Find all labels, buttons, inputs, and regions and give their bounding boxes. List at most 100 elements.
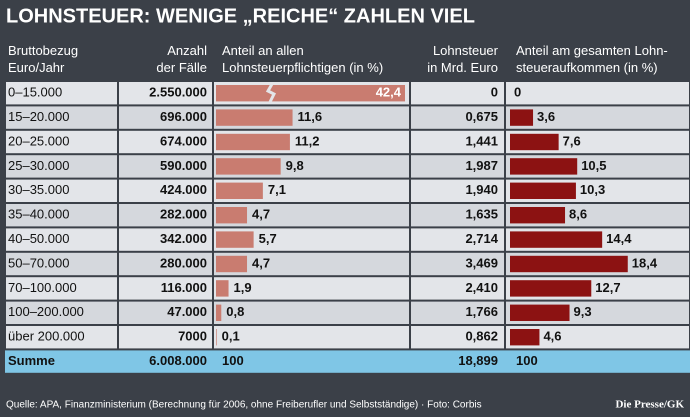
tax: 2,714 — [465, 231, 498, 246]
cell — [411, 204, 504, 227]
share-bar — [216, 255, 248, 273]
credit: Die Presse/GK — [615, 399, 684, 411]
share-label: 42,4 — [376, 85, 402, 100]
cases: 424.000 — [160, 182, 207, 197]
tax: 1,441 — [465, 133, 498, 148]
cell — [119, 179, 212, 202]
cell — [6, 82, 117, 105]
bracket: 0–15.000 — [8, 85, 62, 100]
cell — [6, 179, 117, 202]
share-bar — [216, 207, 248, 224]
share-label: 4,7 — [252, 255, 270, 270]
tax-share-label: 7,6 — [563, 133, 581, 148]
total-cell: 6.008.000 — [149, 353, 207, 368]
total-cell: 100 — [222, 353, 244, 368]
cell — [411, 155, 504, 178]
cell — [411, 82, 504, 105]
column-header: Anteil an allen Lohnsteuerpflichtigen (in… — [222, 43, 383, 75]
share-label: 9,8 — [286, 158, 304, 173]
share-label: 0,1 — [222, 329, 240, 344]
share-bar — [216, 280, 229, 297]
share-label: 0,8 — [226, 304, 244, 319]
share-bar — [216, 158, 281, 175]
share-label: 5,7 — [259, 231, 277, 246]
cell — [411, 130, 504, 154]
cases: 116.000 — [161, 280, 207, 295]
cell — [411, 301, 504, 324]
cell — [411, 277, 504, 300]
tax-share-bar — [510, 182, 576, 199]
bracket: 25–30.000 — [8, 158, 69, 173]
bracket: 50–70.000 — [8, 255, 69, 270]
total-cell: Summe — [8, 353, 55, 368]
cases: 47.000 — [167, 304, 207, 319]
bracket: 20–25.000 — [8, 133, 69, 148]
tax-share-bar — [510, 231, 603, 248]
cell — [411, 252, 504, 276]
tax-share-bar — [510, 280, 592, 297]
cell — [6, 130, 117, 154]
share-bar — [216, 329, 217, 346]
cases: 7000 — [178, 329, 207, 344]
column-header: Anzahl der Fälle — [156, 43, 207, 75]
tax-share-bar — [510, 329, 540, 346]
bracket: 35–40.000 — [8, 207, 69, 222]
cell — [214, 252, 409, 276]
tax-share-bar — [510, 158, 578, 175]
cell — [506, 106, 689, 129]
total-cell: 100 — [516, 353, 538, 368]
bracket: 30–35.000 — [8, 182, 69, 197]
tax-share-bar — [510, 255, 628, 273]
tax: 3,469 — [465, 255, 498, 270]
cases: 280.000 — [160, 255, 207, 270]
tax-share-label: 10,5 — [581, 158, 606, 173]
tax: 1,987 — [465, 158, 498, 173]
bar-break — [265, 83, 277, 103]
share-bar — [216, 109, 293, 126]
share-bar — [216, 182, 263, 199]
share-label: 1,9 — [234, 280, 252, 295]
share-label: 11,2 — [295, 133, 320, 148]
tax: 0,675 — [465, 109, 498, 124]
tax-share-label: 14,4 — [606, 231, 632, 246]
tax-share-bar — [510, 109, 534, 126]
tax: 1,766 — [465, 304, 498, 319]
cell — [119, 301, 212, 324]
cell — [6, 228, 117, 251]
share-bar — [216, 304, 222, 321]
cell — [6, 252, 117, 276]
share-bar — [216, 231, 254, 248]
bracket: 100–200.000 — [8, 304, 84, 319]
cases: 590.000 — [160, 158, 207, 173]
cell — [6, 277, 117, 300]
cell — [506, 82, 689, 105]
cell — [411, 326, 504, 349]
cell — [214, 228, 409, 251]
tax-share-bar — [510, 304, 570, 321]
cell — [6, 106, 117, 129]
tax: 0,862 — [465, 329, 498, 344]
tax-share-label: 0 — [514, 85, 521, 100]
column-header: Lohnsteuer in Mrd. Euro — [427, 43, 498, 75]
tax-share-label: 9,3 — [574, 304, 592, 319]
tax: 0 — [491, 85, 498, 100]
cell — [119, 82, 212, 105]
cell — [119, 252, 212, 276]
cell — [411, 228, 504, 251]
tax-share-label: 8,6 — [569, 207, 587, 222]
bracket: 40–50.000 — [8, 231, 69, 246]
tax-share-label: 3,6 — [537, 109, 555, 124]
cell — [6, 204, 117, 227]
cell — [119, 155, 212, 178]
cell — [214, 277, 409, 300]
cases: 674.000 — [160, 133, 207, 148]
tax-share-bar — [510, 133, 559, 151]
cases: 2.550.000 — [149, 85, 207, 100]
tax-share-label: 4,6 — [543, 329, 561, 344]
cell — [119, 106, 212, 129]
bracket: 70–100.000 — [8, 280, 77, 295]
tax-share-bar — [510, 207, 566, 224]
share-label: 4,7 — [252, 207, 270, 222]
tax-share-label: 12,7 — [595, 280, 620, 295]
